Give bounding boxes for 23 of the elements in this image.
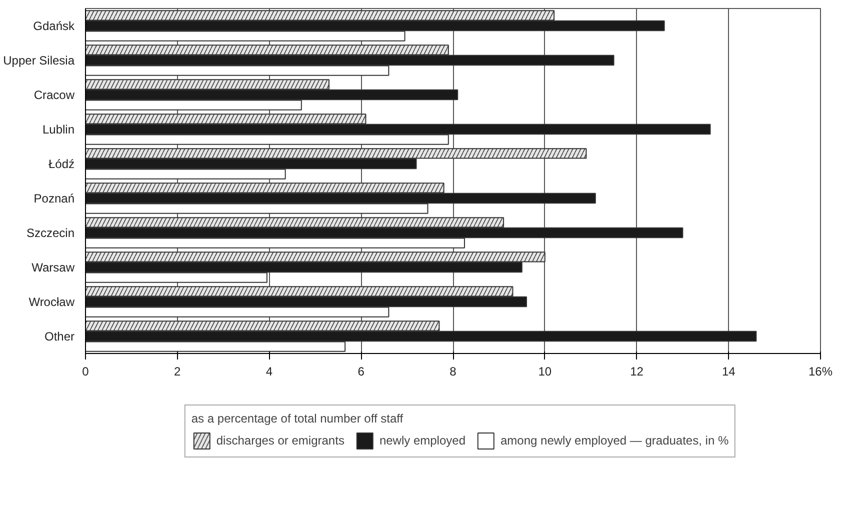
x-tick-label: 0 xyxy=(82,364,90,378)
x-tick-label: 4 xyxy=(266,364,273,378)
y-tick-label: Cracow xyxy=(34,88,75,102)
y-tick-label: Gdańsk xyxy=(33,18,76,33)
legend-title: as a percentage of total number off staff xyxy=(191,412,404,426)
y-tick-label: Łódź xyxy=(48,156,75,171)
y-tick-label: Wrocław xyxy=(28,294,75,309)
x-tick-label: 2 xyxy=(174,364,182,378)
y-tick-label: Poznań xyxy=(34,191,75,206)
x-tick-label: 14 xyxy=(722,364,736,378)
x-tick-label: 12 xyxy=(630,364,644,378)
x-tick-label: 16% xyxy=(808,364,833,378)
legend-label: among newly employed — graduates, in % xyxy=(500,434,729,448)
x-tick-label: 6 xyxy=(358,364,365,378)
legend-label: discharges or emigrants xyxy=(216,434,344,448)
y-tick-label: Upper Silesia xyxy=(3,53,75,68)
y-tick-label: Other xyxy=(44,329,75,344)
y-tick-label: Lublin xyxy=(42,122,75,136)
legend-label: newly employed xyxy=(379,434,466,448)
y-tick-label: Warsaw xyxy=(32,260,75,274)
x-tick-label: 8 xyxy=(450,364,457,378)
y-tick-label: Szczecin xyxy=(26,226,75,240)
x-tick-label: 10 xyxy=(538,364,552,378)
